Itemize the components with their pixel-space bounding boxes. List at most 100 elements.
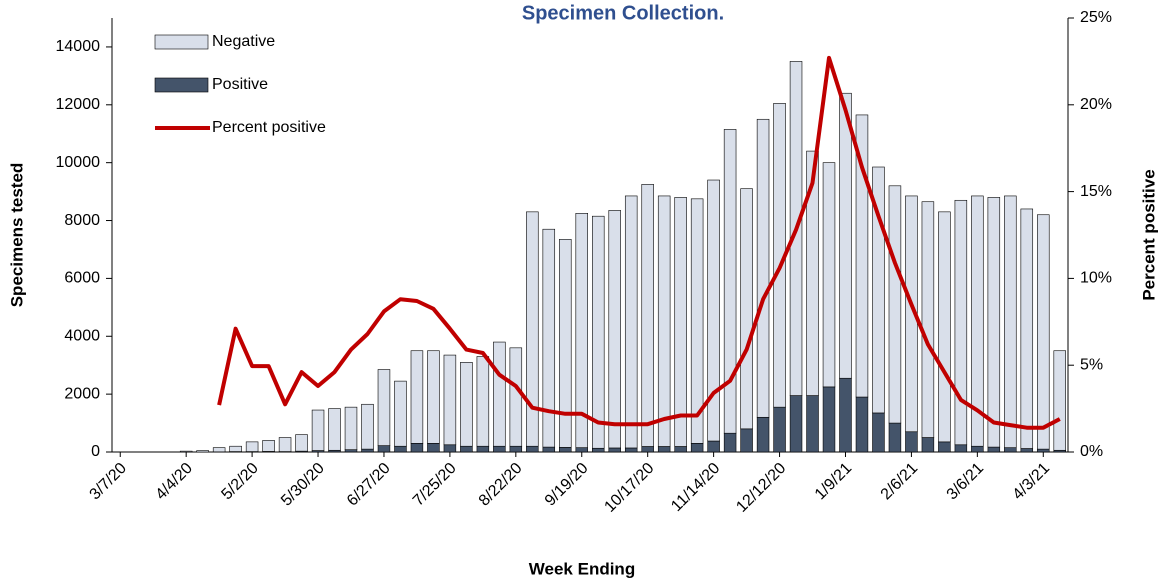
bar bbox=[229, 445, 242, 452]
x-axis-title: Week Ending bbox=[529, 559, 635, 578]
bar bbox=[278, 437, 292, 452]
bar bbox=[526, 445, 539, 453]
y2-tick-label: 10% bbox=[1080, 270, 1112, 287]
bar bbox=[921, 437, 935, 453]
x-tick-label: 1/9/21 bbox=[812, 460, 856, 504]
bar bbox=[1020, 448, 1034, 453]
y-tick-label: 12000 bbox=[56, 96, 101, 113]
bar bbox=[921, 201, 935, 438]
bar bbox=[872, 412, 885, 453]
bar bbox=[559, 239, 572, 448]
x-tick-label: 10/17/20 bbox=[601, 460, 657, 516]
bar bbox=[806, 395, 819, 453]
bar bbox=[740, 428, 753, 453]
bar bbox=[196, 450, 209, 453]
bar bbox=[559, 447, 572, 453]
x-tick-label: 4/3/21 bbox=[1010, 460, 1054, 504]
x-tick-label: 3/6/21 bbox=[944, 460, 988, 504]
bar bbox=[361, 403, 374, 450]
bar bbox=[789, 395, 803, 453]
bar bbox=[938, 441, 951, 453]
bar bbox=[179, 450, 193, 453]
bar bbox=[460, 362, 473, 447]
bar bbox=[1037, 448, 1050, 453]
bar bbox=[427, 443, 440, 453]
bar bbox=[839, 92, 852, 379]
y2-tick-label: 5% bbox=[1080, 356, 1103, 373]
x-tick-label: 6/27/20 bbox=[344, 460, 394, 510]
bar bbox=[295, 434, 308, 452]
bar bbox=[723, 432, 737, 453]
bar bbox=[410, 443, 424, 453]
bar bbox=[377, 369, 391, 446]
bar bbox=[938, 211, 951, 443]
bar bbox=[1020, 208, 1034, 449]
legend-swatch bbox=[154, 34, 209, 50]
bar bbox=[410, 350, 424, 444]
x-tick-label: 5/30/20 bbox=[278, 460, 328, 510]
x-tick-label: 12/12/20 bbox=[733, 460, 789, 516]
bar bbox=[690, 198, 704, 444]
y2-tick-label: 20% bbox=[1080, 96, 1112, 113]
bar bbox=[509, 347, 523, 447]
bar bbox=[262, 440, 275, 452]
y-tick-label: 8000 bbox=[64, 212, 100, 229]
bar bbox=[674, 446, 687, 453]
bar bbox=[592, 215, 605, 449]
legend-label: Negative bbox=[212, 33, 275, 50]
bar bbox=[624, 447, 638, 453]
bar bbox=[822, 386, 836, 453]
y-axis-title: Specimens tested bbox=[7, 163, 26, 308]
bar bbox=[822, 162, 836, 388]
bar bbox=[245, 441, 259, 452]
legend-label: Percent positive bbox=[212, 119, 326, 136]
bar bbox=[872, 166, 885, 414]
bar bbox=[905, 431, 918, 453]
bar bbox=[361, 448, 374, 453]
bar bbox=[212, 447, 226, 453]
bar bbox=[443, 354, 457, 446]
y-tick-label: 14000 bbox=[56, 38, 101, 55]
y-tick-label: 0 bbox=[91, 443, 100, 460]
bar bbox=[1053, 350, 1066, 451]
y-tick-label: 2000 bbox=[64, 385, 100, 402]
bar bbox=[756, 118, 770, 418]
bar bbox=[443, 444, 457, 453]
bar bbox=[1004, 447, 1017, 453]
bar bbox=[311, 409, 325, 451]
bar bbox=[855, 114, 869, 398]
x-tick-label: 7/25/20 bbox=[410, 460, 460, 510]
x-tick-label: 3/7/20 bbox=[87, 460, 131, 504]
bar bbox=[723, 129, 737, 434]
y-tick-label: 10000 bbox=[56, 154, 101, 171]
bar bbox=[1004, 195, 1017, 448]
bar bbox=[575, 213, 588, 448]
bar bbox=[493, 341, 506, 447]
y2-axis-title: Percent positive bbox=[1139, 169, 1158, 300]
x-tick-label: 5/2/20 bbox=[218, 460, 262, 504]
x-tick-label: 9/19/20 bbox=[542, 460, 592, 510]
bar bbox=[476, 356, 490, 447]
bar bbox=[476, 445, 490, 453]
y-tick-label: 6000 bbox=[64, 270, 100, 287]
x-tick-label: 8/22/20 bbox=[476, 460, 526, 510]
bar bbox=[954, 199, 968, 446]
bar bbox=[624, 195, 638, 449]
bar bbox=[377, 445, 391, 453]
bar bbox=[806, 150, 819, 396]
bar bbox=[493, 445, 506, 453]
bar bbox=[740, 188, 753, 430]
x-tick-label: 2/6/21 bbox=[878, 460, 922, 504]
bar bbox=[674, 197, 687, 447]
bar bbox=[592, 447, 605, 453]
bar bbox=[855, 396, 869, 453]
bar bbox=[756, 416, 770, 453]
bar bbox=[987, 446, 1001, 453]
chart-title: Specimen Collection. bbox=[522, 2, 724, 24]
bar bbox=[394, 445, 407, 453]
bar bbox=[888, 422, 902, 453]
bar bbox=[954, 444, 968, 453]
y2-tick-label: 0% bbox=[1080, 443, 1103, 460]
bar bbox=[542, 446, 556, 453]
y2-tick-label: 25% bbox=[1080, 9, 1112, 26]
